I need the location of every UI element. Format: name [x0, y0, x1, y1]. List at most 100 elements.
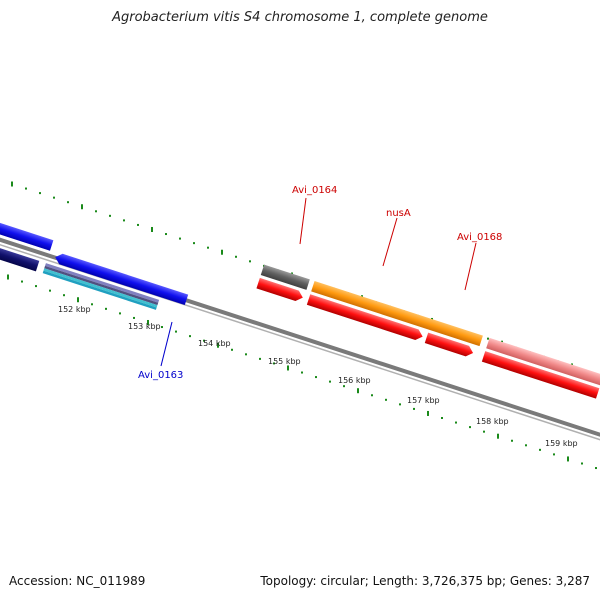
inner-tick [273, 362, 275, 365]
tick-label-152: 152 kbp [58, 305, 91, 314]
tick-label-159: 159 kbp [545, 439, 578, 448]
outer-tick [193, 242, 195, 245]
inner-tick [385, 398, 387, 401]
map-title: Agrobacterium vitis S4 chromosome 1, com… [112, 10, 488, 25]
inner-tick [77, 297, 79, 303]
inner-tick [189, 335, 191, 338]
inner-tick [595, 467, 597, 470]
gene-feature-nusa[interactable] [311, 280, 483, 347]
inner-tick [203, 339, 205, 342]
gene-feature-avi0168[interactable] [486, 337, 600, 386]
tick-label-155: 155 kbp [268, 357, 301, 366]
kbp-labels: 152 kbp 153 kbp 154 kbp 155 kbp 156 kbp … [58, 305, 578, 448]
outer-tick [487, 337, 489, 340]
leader-avi0163 [160, 321, 173, 367]
gene-features [0, 189, 600, 399]
leader-nusa [382, 217, 398, 267]
gene-feature-red-4[interactable] [481, 351, 600, 399]
outer-tick [53, 196, 55, 199]
tick-label-154: 154 kbp [198, 339, 231, 348]
backbone-line-inner [0, 208, 600, 457]
inner-tick [231, 348, 233, 351]
leader-lines [160, 197, 477, 367]
inner-tick-track [7, 274, 597, 470]
inner-tick [539, 448, 541, 451]
gene-feature-stripe-2[interactable] [44, 265, 159, 306]
outer-tick [109, 214, 111, 217]
inner-tick [455, 421, 457, 424]
inner-tick [441, 417, 443, 420]
inner-tick [497, 433, 499, 439]
inner-tick [581, 462, 583, 465]
topology-text: Topology: circular; Length: 3,726,375 bp… [260, 574, 590, 588]
gene-feature-blue-forward[interactable] [0, 189, 54, 251]
inner-tick [371, 394, 373, 397]
inner-tick [301, 371, 303, 374]
inner-tick [483, 430, 485, 433]
gene-feature-avi0163[interactable] [54, 252, 189, 306]
gene-label-avi0163: Avi_0163 [138, 370, 183, 381]
inner-tick [413, 407, 415, 410]
inner-tick [567, 456, 569, 462]
outer-tick [39, 192, 41, 195]
outer-tick [235, 255, 237, 258]
gene-feature-avi0164[interactable] [260, 264, 310, 290]
outer-tick [81, 204, 83, 210]
inner-tick [357, 388, 359, 394]
inner-tick [469, 426, 471, 429]
outer-tick [123, 219, 125, 222]
accession-text: Accession: NC_011989 [9, 574, 146, 588]
inner-tick [525, 444, 527, 447]
inner-tick [133, 316, 135, 319]
leader-avi0164 [299, 197, 307, 245]
gene-feature-stripe-3[interactable] [43, 268, 158, 308]
inner-tick [315, 376, 317, 379]
outer-tick [11, 181, 13, 187]
tick-label-158: 158 kbp [476, 417, 509, 426]
gene-label-avi0168: Avi_0168 [457, 232, 502, 243]
gene-feature-stripe-1[interactable] [45, 263, 160, 303]
outer-tick [249, 260, 251, 263]
gene-feature-stripe-4[interactable] [42, 270, 157, 310]
tick-label-156: 156 kbp [338, 376, 371, 385]
gene-feature-navy-reverse[interactable] [0, 212, 40, 272]
inner-tick [287, 365, 289, 371]
tick-label-157: 157 kbp [407, 396, 440, 405]
inner-tick [147, 319, 149, 325]
inner-tick [175, 330, 177, 333]
inner-tick [343, 385, 345, 388]
outer-tick [221, 249, 223, 255]
inner-tick [161, 326, 163, 329]
inner-tick [511, 439, 513, 442]
inner-tick [245, 353, 247, 356]
inner-tick [427, 410, 429, 416]
outer-tick [67, 201, 69, 204]
inner-tick [91, 303, 93, 306]
outer-tick [137, 223, 139, 226]
inner-tick [63, 294, 65, 297]
outer-tick [25, 187, 27, 190]
footer: Accession: NC_011989 Topology: circular;… [0, 574, 600, 592]
inner-tick [105, 307, 107, 310]
inner-tick [35, 285, 37, 288]
outer-tick [179, 237, 181, 240]
inner-tick [119, 312, 121, 315]
outer-tick [95, 210, 97, 213]
outer-tick [207, 246, 209, 249]
inner-tick [7, 274, 9, 280]
inner-tick [21, 280, 23, 283]
inner-tick [329, 380, 331, 383]
outer-tick [165, 233, 167, 236]
leader-avi0168 [464, 242, 477, 291]
gene-feature-red-2[interactable] [306, 294, 425, 342]
gene-feature-red-1[interactable] [256, 277, 304, 303]
tick-label-153: 153 kbp [128, 322, 161, 331]
inner-tick [259, 357, 261, 360]
inner-tick [399, 403, 401, 406]
inner-tick [553, 453, 555, 456]
outer-tick [151, 226, 153, 232]
gene-labels: Avi_0164 nusA Avi_0168 Avi_0163 [138, 185, 502, 381]
gene-label-avi0164: Avi_0164 [292, 185, 337, 196]
gene-feature-red-3[interactable] [424, 332, 475, 359]
